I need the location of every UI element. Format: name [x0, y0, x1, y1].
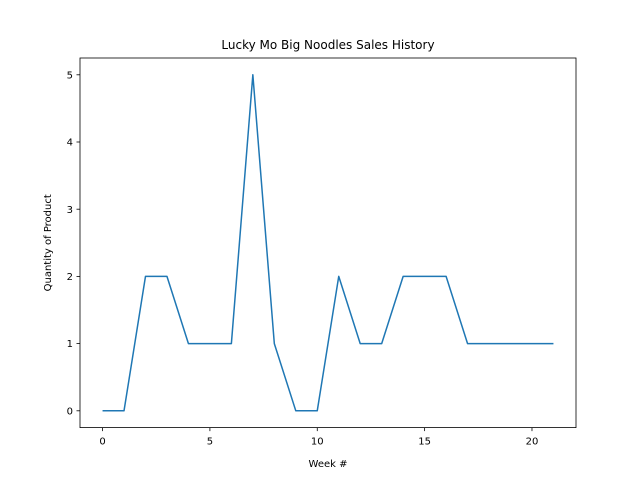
y-axis-label: Quantity of Product	[43, 194, 54, 291]
x-tick-label: 20	[526, 437, 539, 448]
plot-frame	[79, 57, 577, 429]
x-tick-label: 5	[207, 437, 213, 448]
plot-marks	[102, 74, 554, 412]
y-tick-label: 2	[67, 272, 73, 283]
series-line	[102, 74, 554, 412]
y-tick-label: 0	[67, 406, 73, 417]
y-tick-label: 3	[67, 205, 73, 216]
x-axis-label: Week #	[309, 459, 348, 470]
x-tick-label: 15	[418, 437, 431, 448]
y-axis-ticks: 0 1 2 3 4 5	[67, 70, 80, 417]
x-tick-label: 0	[99, 437, 105, 448]
x-axis-ticks: 0 5 10 15 20	[99, 427, 539, 448]
x-tick-label: 10	[311, 437, 324, 448]
y-tick-label: 4	[67, 138, 73, 149]
chart-title: Lucky Mo Big Noodles Sales History	[221, 38, 434, 52]
y-tick-label: 5	[67, 70, 73, 81]
y-tick-label: 1	[67, 339, 73, 350]
